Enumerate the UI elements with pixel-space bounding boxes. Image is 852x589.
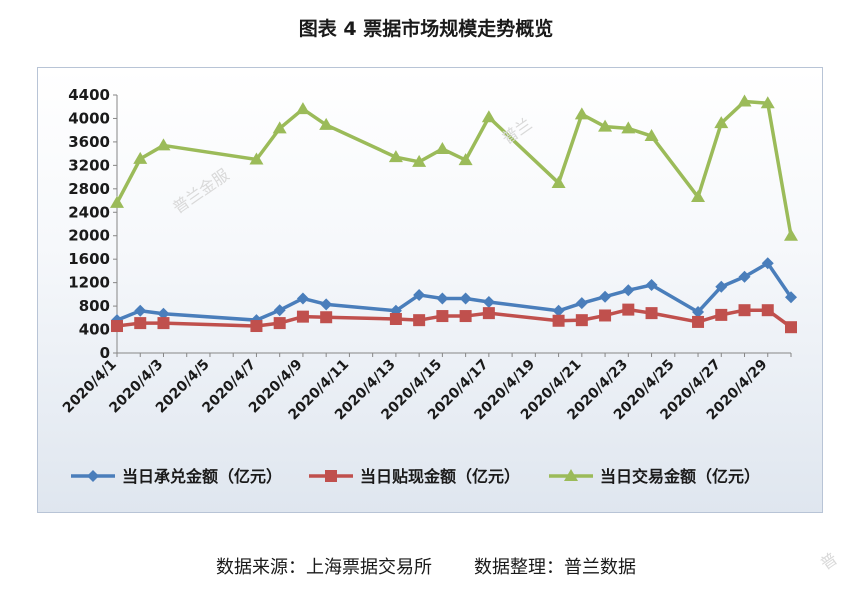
series-2-point [111, 320, 123, 333]
series-2-point [785, 321, 797, 334]
source-line: 数据来源：上海票据交易所 数据整理：普兰数据 [0, 553, 852, 579]
y-tick-label: 3200 [68, 156, 110, 174]
series-line-2 [116, 307, 793, 329]
series-3-point [319, 117, 334, 130]
series-1-point [715, 280, 728, 293]
series-2-point [413, 314, 426, 327]
series-1-point [413, 288, 426, 301]
series-2-point [552, 314, 565, 327]
series-2-point [296, 310, 309, 323]
series-2-point [436, 310, 449, 323]
series-1-point [575, 297, 588, 310]
series-line-1 [116, 261, 793, 322]
series-3-point [691, 190, 706, 203]
series-2-point [645, 307, 658, 320]
series-3-point [295, 102, 310, 115]
series-3-point [388, 150, 403, 163]
y-tick-label: 400 [79, 321, 110, 339]
series-1-point [436, 292, 449, 305]
series-1-point [692, 305, 705, 318]
series-2-point [575, 314, 588, 327]
series-1-point [599, 290, 612, 303]
legend-marker-1 [87, 470, 99, 482]
series-3-point [644, 129, 659, 142]
series-2-point [134, 317, 147, 330]
series-2-point [320, 311, 333, 324]
chart-title: 图表 4 票据市场规模走势概览 [298, 18, 554, 40]
series-2-point [482, 307, 495, 320]
series-3-point [435, 141, 450, 154]
series-3-point [551, 175, 566, 188]
series-3-point [412, 154, 427, 167]
y-tick-label: 800 [79, 297, 110, 315]
series-2-point [250, 320, 263, 333]
series-3-point [458, 153, 473, 166]
y-tick-label: 4400 [68, 86, 110, 104]
series-1-point [645, 278, 658, 291]
series-2-point [715, 308, 728, 321]
y-tick-label: 1600 [68, 250, 110, 268]
series-3-point [598, 119, 613, 132]
y-tick-label: 2400 [68, 203, 110, 221]
line-chart: 0 400 800 1200 1600 2000 2400 2800 3200 3600 4000 4… [60, 86, 798, 486]
y-tick-label: 3600 [68, 133, 110, 151]
chart-frame: 0 400 800 1200 1600 2000 2400 2800 3200 3600 4000 4… [37, 67, 823, 513]
series-1-point [482, 295, 495, 308]
series-3-point [133, 151, 148, 164]
series-2-point [389, 312, 402, 325]
y-tick-label: 2000 [68, 227, 110, 245]
series-2-point [599, 309, 612, 322]
series-2-point [738, 304, 751, 317]
y-tick-label: 0 [100, 344, 110, 362]
data-source-text: 数据来源：上海票据交易所 [216, 557, 432, 578]
series-2-point [692, 315, 705, 328]
series-2-point [622, 303, 635, 316]
series-3-point [110, 195, 124, 208]
series-3-point [784, 228, 798, 241]
series-1-point [273, 304, 286, 317]
series-1-point [134, 304, 147, 317]
series-2-point [273, 317, 286, 330]
data-organizer-text: 数据整理：普兰数据 [474, 557, 636, 578]
series-3-point [272, 121, 287, 134]
series-1-point [785, 291, 797, 304]
legend-marker-2 [325, 470, 337, 482]
series-2-point [761, 304, 774, 317]
legend-label-2: 当日贴现金额（亿元） [360, 467, 520, 486]
legend-label-1: 当日承兑金额（亿元） [122, 467, 282, 486]
legend-marker-3 [564, 469, 578, 481]
y-tick-label: 1200 [68, 274, 110, 292]
legend-label-3: 当日交易金额（亿元） [600, 467, 760, 486]
series-3-point [621, 121, 636, 134]
series-line-3 [115, 99, 793, 237]
series-3-point [574, 107, 589, 120]
series-1-point [296, 292, 309, 305]
series-1-point [738, 270, 751, 283]
series-1-point [459, 292, 472, 305]
series-1-point [157, 307, 170, 320]
series-2-point [459, 310, 472, 323]
y-tick-label: 4000 [68, 109, 110, 127]
y-tick-label: 2800 [68, 180, 110, 198]
series-3-point [737, 94, 752, 107]
series-3-point [760, 96, 775, 109]
series-1-point [320, 298, 333, 311]
series-1-point [552, 304, 565, 317]
series-3-point [714, 116, 729, 129]
series-3-point [156, 138, 171, 151]
series-3-point [249, 152, 264, 165]
series-1-point [761, 257, 774, 270]
series-2-point [157, 317, 170, 330]
series-3-point [481, 110, 496, 123]
series-1-point [622, 284, 635, 297]
